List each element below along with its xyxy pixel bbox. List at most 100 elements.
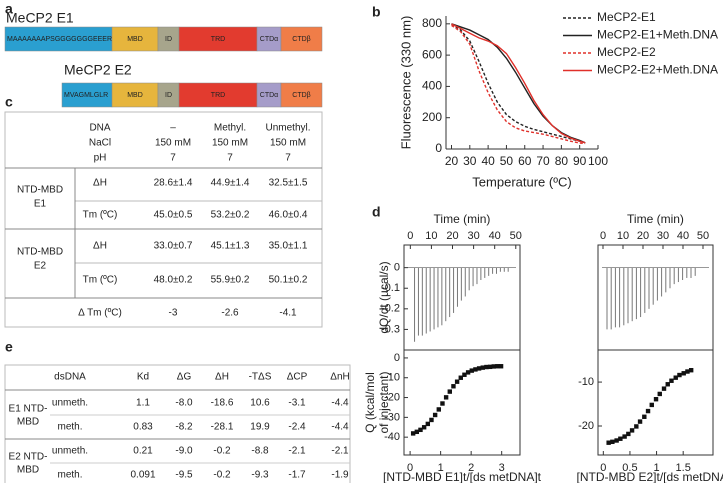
domain-label: MAAAAAAAPSGGGGGGGEEERL bbox=[7, 36, 116, 43]
table-cell: -2.6 bbox=[221, 308, 239, 319]
domain-label: CTDα bbox=[260, 36, 278, 43]
x-tick-label: 3 bbox=[499, 462, 505, 474]
data-point bbox=[454, 379, 460, 384]
table-cell: 0.091 bbox=[130, 470, 155, 481]
data-point bbox=[462, 372, 467, 377]
table-cell: -2.1 bbox=[331, 446, 349, 457]
table-cell: 1.1 bbox=[136, 398, 150, 409]
plot-frame bbox=[403, 349, 521, 456]
x-axis-label: [NTD-MBD E1]t/[ds metDNA]t bbox=[383, 470, 542, 483]
table-header: dsDNA bbox=[54, 372, 86, 383]
table-cell: 55.9±0.2 bbox=[211, 275, 250, 286]
x-axis-label: Time (min) bbox=[627, 212, 684, 226]
domain bbox=[280, 26, 323, 52]
table-header: -TΔS bbox=[249, 372, 272, 383]
y-tick-label: 0 bbox=[394, 352, 400, 364]
table-c-frame bbox=[4, 111, 323, 328]
data-point bbox=[432, 412, 438, 418]
y-tick-label: 400 bbox=[422, 79, 442, 93]
data-point bbox=[487, 364, 493, 370]
x-tick-label: 20 bbox=[445, 154, 459, 168]
data-point bbox=[414, 429, 420, 435]
group-label: NTD-MBD bbox=[17, 185, 63, 196]
y-tick-label: 0 bbox=[394, 262, 400, 274]
x-tick-label: 0 bbox=[600, 230, 606, 242]
data-point bbox=[473, 367, 478, 372]
legend-label: MeCP2-E2 bbox=[597, 45, 656, 59]
y-tick-label: -0.2 bbox=[381, 303, 400, 315]
table-cell: -1.9 bbox=[331, 470, 349, 481]
y-tick-label: -0.1 bbox=[381, 282, 400, 294]
table-cell: -8.8 bbox=[251, 446, 269, 457]
table-header: ΔH bbox=[215, 372, 229, 383]
y-axis-label: Q (kcal/mol bbox=[363, 372, 377, 433]
data-point bbox=[669, 378, 674, 383]
group-label: E1 NTD- bbox=[9, 404, 48, 415]
group-label: NTD-MBD bbox=[17, 247, 63, 258]
data-point bbox=[410, 431, 416, 436]
x-tick-label: 1 bbox=[654, 462, 660, 474]
legend-label: MeCP2-E1+Meth.DNA bbox=[597, 28, 718, 42]
panel-label: c bbox=[5, 94, 13, 110]
x-tick-label: 0 bbox=[407, 462, 413, 474]
table-cell: pH bbox=[94, 153, 107, 164]
data-point bbox=[629, 428, 635, 433]
data-point bbox=[436, 407, 441, 412]
group-label: E2 NTD- bbox=[9, 452, 48, 463]
legend-label: MeCP2-E1 bbox=[597, 10, 656, 24]
data-point bbox=[622, 434, 627, 439]
x-tick-label: 50 bbox=[697, 230, 709, 242]
domain-label: ID bbox=[165, 36, 172, 43]
x-tick-label: 50 bbox=[510, 230, 522, 242]
y-tick-label: 800 bbox=[422, 16, 442, 30]
y-tick-label: -40 bbox=[384, 431, 400, 443]
legend-label: MeCP2-E2+Meth.DNA bbox=[597, 63, 718, 77]
domain-label: MBD bbox=[127, 36, 143, 43]
domain-label: CTDβ bbox=[292, 36, 310, 43]
panel-label: e bbox=[5, 339, 13, 355]
domain-label: MVAGMLGLR bbox=[64, 92, 108, 99]
group-label: E2 bbox=[34, 261, 47, 272]
data-line bbox=[451, 24, 586, 145]
data-point bbox=[634, 424, 639, 429]
data-point bbox=[469, 368, 474, 373]
x-axis-label: [NTD-MBD E2]t/[ds metDNA]t bbox=[576, 470, 723, 483]
x-tick-label: 40 bbox=[489, 230, 501, 242]
x-tick-label: 1.5 bbox=[676, 462, 691, 474]
data-point bbox=[657, 391, 662, 397]
data-point bbox=[447, 389, 452, 394]
table-cell: meth. bbox=[57, 470, 82, 481]
table-cell: -9.5 bbox=[175, 470, 193, 481]
domain bbox=[256, 82, 282, 108]
table-cell: -4.1 bbox=[279, 308, 297, 319]
table-cell: 35.0±1.1 bbox=[269, 241, 308, 252]
group-label: MBD bbox=[17, 465, 39, 476]
table-header: ΔG bbox=[177, 372, 192, 383]
x-tick-label: 0 bbox=[600, 462, 606, 474]
table-cell: -28.1 bbox=[211, 422, 234, 433]
table-cell: Methyl. bbox=[214, 123, 246, 134]
data-point bbox=[661, 386, 667, 391]
panel-label: a bbox=[5, 1, 13, 17]
table-cell: 50.1±0.2 bbox=[269, 275, 308, 286]
data-line bbox=[451, 23, 586, 144]
table-cell: – bbox=[170, 123, 176, 134]
data-point bbox=[495, 364, 500, 369]
x-tick-label: 20 bbox=[446, 230, 458, 242]
table-header: ΔCP bbox=[287, 372, 308, 383]
table-cell: -4.4 bbox=[331, 422, 349, 433]
data-point bbox=[440, 401, 445, 406]
y-tick-label: -10 bbox=[384, 372, 400, 384]
table-header: Kd bbox=[137, 372, 149, 383]
y-axis-label: of injectant) bbox=[377, 371, 391, 433]
data-point bbox=[673, 375, 678, 380]
table-cell: meth. bbox=[57, 422, 82, 433]
y-tick-label: -20 bbox=[578, 420, 594, 432]
data-point bbox=[421, 425, 427, 430]
table-cell: Unmethyl. bbox=[265, 123, 310, 134]
table-cell: 150 mM bbox=[212, 138, 248, 149]
table-cell: 10.6 bbox=[250, 398, 270, 409]
data-point bbox=[443, 395, 449, 400]
y-tick-label: -20 bbox=[384, 391, 400, 403]
